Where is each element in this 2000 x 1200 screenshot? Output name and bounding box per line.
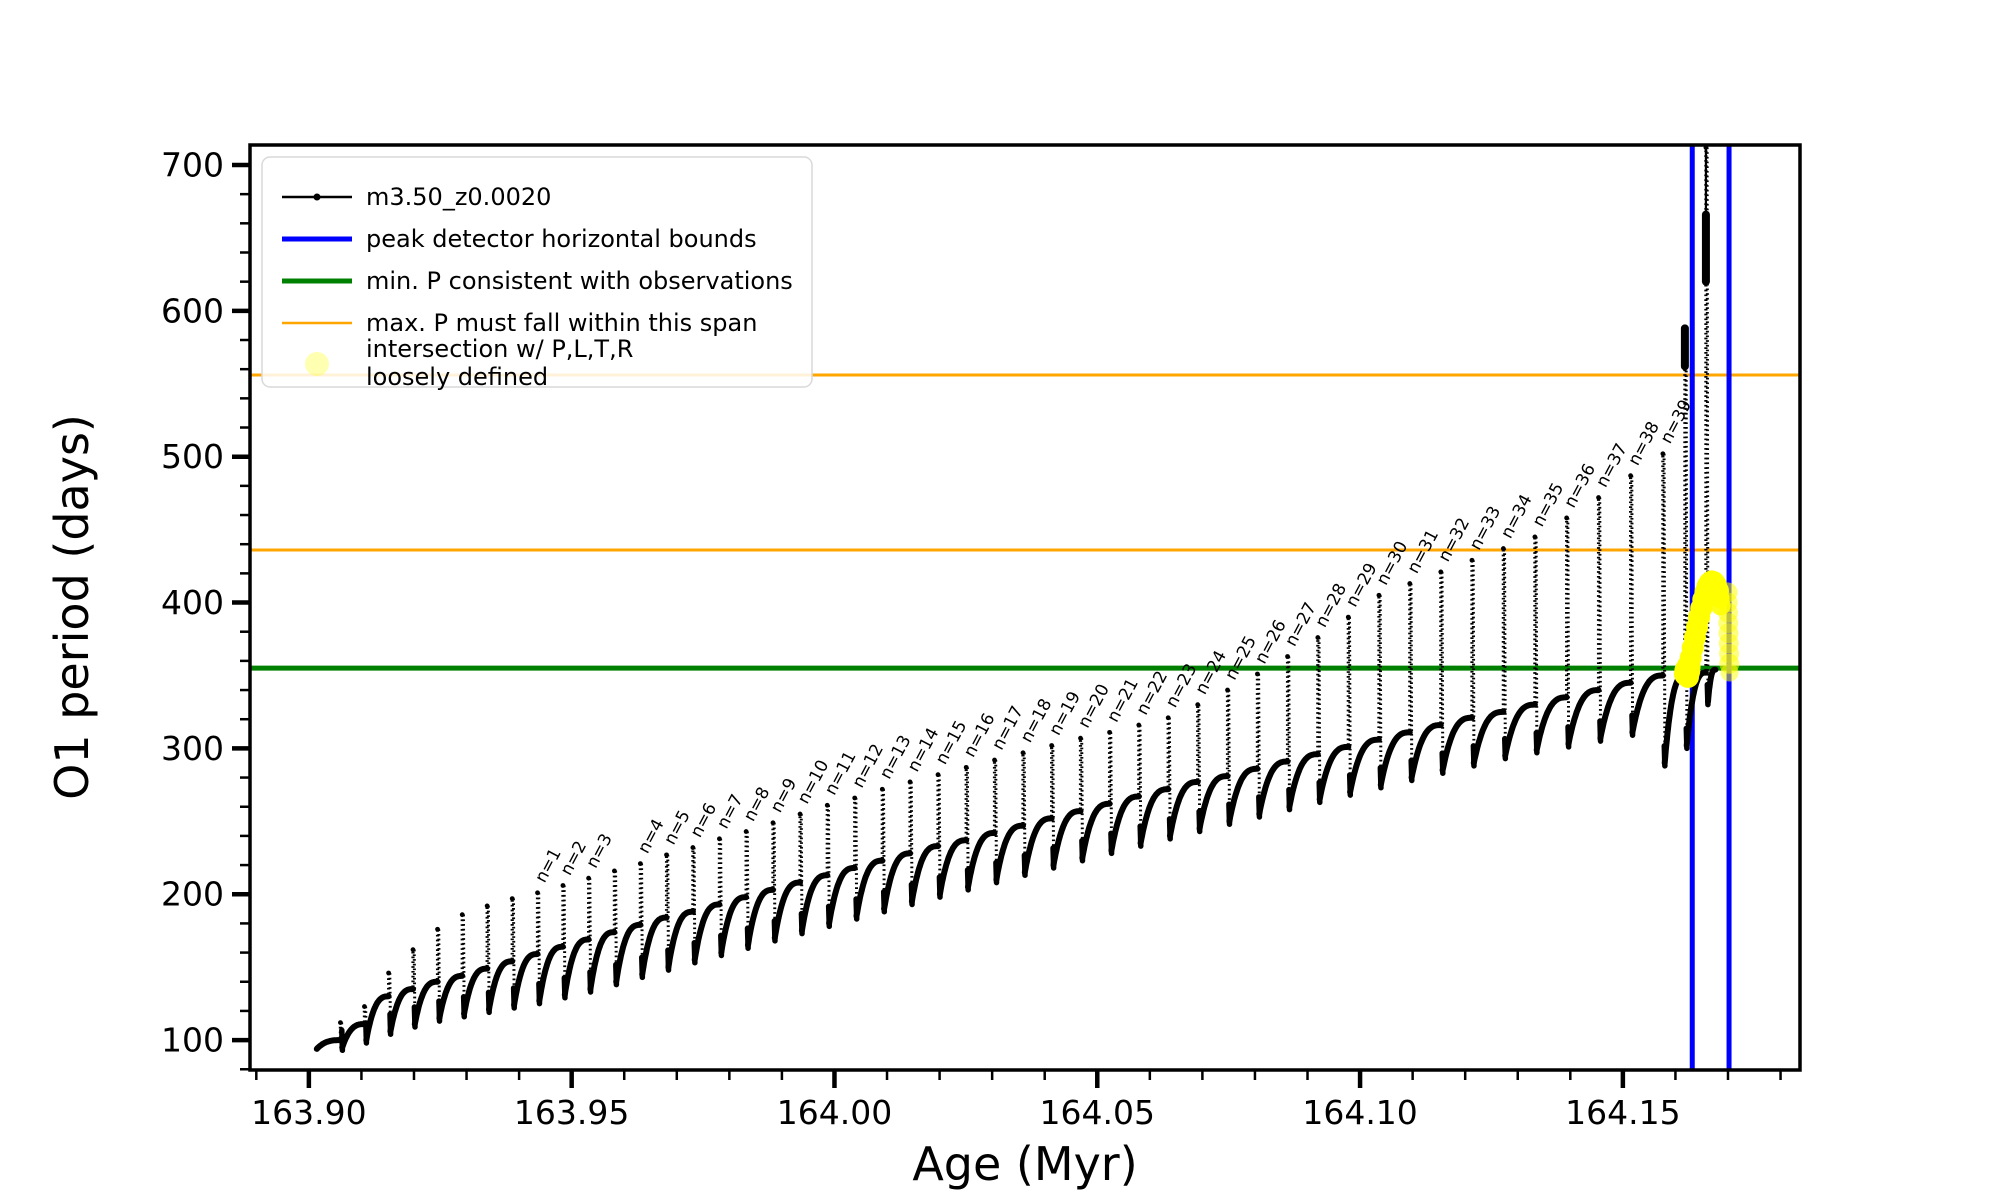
legend-label: m3.50_z0.0020 xyxy=(366,183,551,211)
x-tick-164.00: 164.00 xyxy=(777,1093,892,1132)
pulse-label-n=36: n=36 xyxy=(1560,461,1600,512)
legend-label: min. P consistent with observations xyxy=(366,267,793,295)
y-tick-400: 400 xyxy=(161,583,224,622)
legend-intersection-marker xyxy=(305,352,329,376)
y-tick-600: 600 xyxy=(161,291,224,330)
axes: 163.90 163.95 164.00 164.05 164.10 164.15 100 2… xyxy=(161,143,1802,1132)
pulse-label-n=37: n=37 xyxy=(1592,440,1632,491)
plot-frame xyxy=(248,143,1802,1072)
x-axis: 163.90 163.95 164.00 164.05 164.10 164.15 xyxy=(251,1070,1782,1132)
legend-entry-3: max. P must fall within this span xyxy=(282,309,757,337)
legend-marker-dot xyxy=(313,193,321,201)
legend-entry-0: m3.50_z0.0020 xyxy=(282,183,551,211)
yellow-intersection-markers xyxy=(1673,570,1740,688)
y-tick-100: 100 xyxy=(161,1021,224,1060)
legend-label: peak detector horizontal bounds xyxy=(366,225,757,253)
legend-box xyxy=(261,156,813,388)
y-axis: 100 200 300 400 500 600 700 xyxy=(161,145,250,1071)
legend-entry-1: peak detector horizontal bounds xyxy=(282,225,757,253)
x-tick-164.05: 164.05 xyxy=(1040,1093,1155,1132)
pulse-label-n=28: n=28 xyxy=(1312,580,1352,631)
y-tick-200: 200 xyxy=(161,875,224,914)
legend-label-line2: loosely defined xyxy=(366,363,548,391)
x-tick-164.15: 164.15 xyxy=(1565,1093,1680,1132)
y-tick-700: 700 xyxy=(161,145,224,184)
y-tick-500: 500 xyxy=(161,437,224,476)
y-tick-300: 300 xyxy=(161,729,224,768)
x-tick-163.90: 163.90 xyxy=(251,1093,366,1132)
pulse-label-n=38: n=38 xyxy=(1624,418,1664,469)
pulse-label-n=29: n=29 xyxy=(1342,560,1382,611)
legend-label-line1: intersection w/ P,L,T,R xyxy=(366,335,633,363)
pulse-number-labels: n=1n=2n=3 n=4n=5n=6n=7n=8n=9n=10n=11n=12n… xyxy=(531,397,1696,887)
x-tick-163.95: 163.95 xyxy=(514,1093,629,1132)
pulse-label-n=3: n=3 xyxy=(582,831,616,872)
legend-entry-2: min. P consistent with observations xyxy=(282,267,793,295)
legend-label: max. P must fall within this span xyxy=(366,309,757,337)
x-axis-label: Age (Myr) xyxy=(912,1137,1137,1191)
pulse-label-n=35: n=35 xyxy=(1529,480,1569,531)
series-track-m3.50_z0.0020 xyxy=(313,145,1719,1054)
x-tick-164.10: 164.10 xyxy=(1302,1093,1417,1132)
y-axis-label: O1 period (days) xyxy=(45,414,99,800)
